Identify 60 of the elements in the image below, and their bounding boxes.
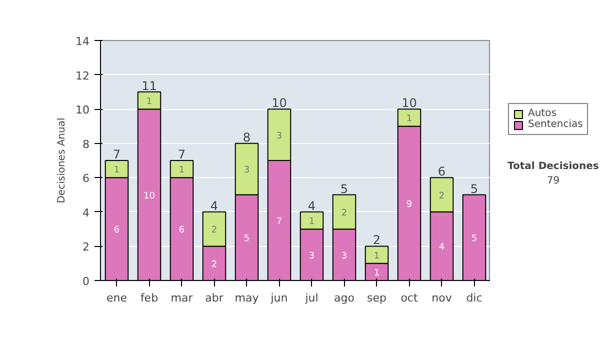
total-label: 7 xyxy=(112,148,121,162)
data-label: 1 xyxy=(374,268,380,278)
total-label: 5 xyxy=(470,182,478,196)
total-label: 7 xyxy=(178,148,186,162)
x-tick-label: nov xyxy=(432,292,452,304)
x-tick-label: jun xyxy=(270,292,288,304)
total-label: 8 xyxy=(242,130,251,144)
total-label: 4 xyxy=(308,198,316,213)
total-label: 5 xyxy=(340,182,348,196)
data-label: 6 xyxy=(114,226,120,236)
y-tick-label: 0 xyxy=(82,275,90,288)
data-label: 3 xyxy=(244,166,250,176)
x-tick-label: ago xyxy=(334,292,355,304)
y-tick-label: 2 xyxy=(82,240,90,254)
total-label: 10 xyxy=(272,96,287,110)
data-label: 2 xyxy=(438,191,445,202)
data-label: 1 xyxy=(114,166,120,176)
x-tick-label: abr xyxy=(205,292,224,304)
x-tick-label: mar xyxy=(170,292,194,304)
y-tick-label: 4 xyxy=(82,206,90,220)
data-label: 7 xyxy=(276,217,282,227)
data-label: 4 xyxy=(438,242,445,253)
x-tick-label: ene xyxy=(106,292,128,304)
y-tick-label: 12 xyxy=(76,69,90,82)
data-label: 2 xyxy=(341,208,348,218)
y-tick-label: 10 xyxy=(76,104,90,117)
x-tick-label: jul xyxy=(304,292,318,304)
data-label: 5 xyxy=(471,234,478,244)
x-tick-label: oct xyxy=(400,292,418,304)
data-label: 6 xyxy=(178,226,185,236)
data-label: 5 xyxy=(244,234,250,244)
total-label: 11 xyxy=(142,78,157,93)
data-label: 3 xyxy=(341,251,348,262)
data-label: 1 xyxy=(146,97,152,107)
x-tick-label: feb xyxy=(140,292,158,304)
data-label: 9 xyxy=(406,200,412,210)
total-label: 6 xyxy=(438,164,446,179)
total-label: 4 xyxy=(210,198,218,213)
y-tick-label: 14 xyxy=(76,35,90,48)
data-label: 1 xyxy=(406,114,412,124)
total-label: 2 xyxy=(372,233,381,248)
x-tick-label: dic xyxy=(466,292,482,304)
x-tick-label: sep xyxy=(367,292,387,304)
data-label: 1 xyxy=(178,166,185,176)
text: 79 xyxy=(546,175,560,186)
legend-label: Autos xyxy=(528,108,556,119)
data-label: 1 xyxy=(308,217,315,227)
data-label: 10 xyxy=(144,191,156,202)
data-label: 1 xyxy=(374,251,380,262)
data-label: 2 xyxy=(211,260,218,270)
y-tick-label: 8 xyxy=(82,138,90,151)
data-label: 3 xyxy=(276,131,282,142)
x-tick-label: may xyxy=(234,292,260,304)
legend-label: Sentencias xyxy=(528,119,583,130)
y-tick-label: 6 xyxy=(82,172,90,186)
data-label: 2 xyxy=(211,226,218,236)
y-axis-title: Decisiones Anual xyxy=(56,118,68,204)
text: Total Decisiones xyxy=(508,160,599,172)
total-label: 10 xyxy=(402,96,417,110)
data-label: 3 xyxy=(308,251,315,262)
